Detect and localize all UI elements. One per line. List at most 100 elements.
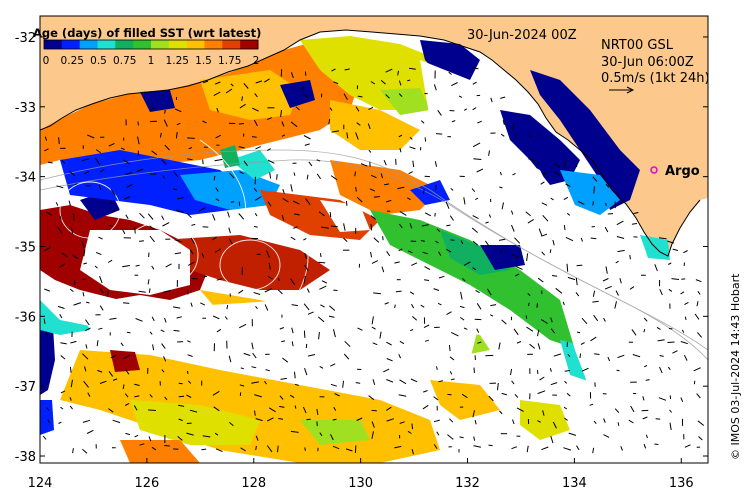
current-vector bbox=[488, 395, 494, 402]
colorbar-tick-label: 1.25 bbox=[166, 55, 189, 67]
current-vector bbox=[564, 370, 571, 372]
current-vector bbox=[526, 253, 529, 261]
current-vector bbox=[605, 202, 607, 207]
current-vector bbox=[126, 184, 133, 189]
current-vector bbox=[526, 445, 529, 453]
current-vector bbox=[680, 341, 688, 345]
current-vector bbox=[281, 214, 285, 221]
current-vector bbox=[515, 273, 520, 277]
current-vector bbox=[575, 292, 580, 297]
current-vector bbox=[329, 211, 332, 218]
current-vector bbox=[433, 444, 438, 449]
timestamp: 30-Jun-2024 00Z bbox=[467, 28, 577, 43]
current-vector bbox=[99, 305, 104, 311]
current-vector bbox=[254, 93, 258, 98]
current-vector bbox=[135, 264, 140, 267]
current-vector bbox=[267, 159, 275, 164]
current-vector bbox=[59, 314, 63, 319]
current-vector bbox=[680, 291, 685, 295]
current-vector bbox=[630, 405, 635, 413]
current-vector bbox=[642, 416, 648, 420]
current-vector bbox=[551, 275, 558, 277]
current-vector bbox=[279, 405, 285, 408]
current-vector bbox=[251, 136, 257, 138]
current-vector bbox=[318, 211, 325, 217]
colorbar-cell bbox=[44, 40, 63, 49]
current-vector bbox=[122, 384, 125, 390]
colorbar-tick-label: 0 bbox=[43, 55, 50, 67]
current-vector bbox=[253, 119, 258, 127]
current-vector bbox=[57, 305, 65, 309]
current-vector bbox=[318, 332, 320, 340]
current-vector bbox=[279, 327, 284, 330]
current-vector bbox=[680, 397, 684, 402]
current-vector bbox=[176, 316, 182, 319]
current-vector bbox=[511, 253, 519, 258]
current-vector bbox=[70, 227, 74, 235]
y-tick-label: -32 bbox=[15, 31, 36, 46]
current-vector bbox=[449, 371, 453, 375]
current-vector bbox=[227, 211, 230, 218]
current-vector bbox=[214, 81, 221, 85]
current-vector bbox=[450, 331, 459, 337]
current-vector bbox=[44, 148, 49, 152]
current-vector bbox=[459, 305, 465, 309]
current-vector bbox=[328, 119, 331, 125]
current-vector bbox=[230, 201, 235, 203]
current-vector bbox=[499, 410, 503, 415]
credit-text: © IMOS 03-Jul-2024 14:43 Hobart bbox=[729, 273, 742, 460]
current-vector bbox=[409, 137, 413, 140]
current-vector bbox=[72, 448, 74, 454]
current-vector bbox=[373, 196, 380, 198]
current-vector bbox=[410, 378, 418, 383]
axis-ticks bbox=[39, 36, 708, 463]
current-vector bbox=[306, 174, 309, 180]
current-vector bbox=[187, 354, 193, 357]
current-vector bbox=[45, 211, 53, 216]
current-vector bbox=[215, 134, 222, 139]
current-vector bbox=[164, 109, 166, 114]
colorbar-cell bbox=[97, 40, 116, 49]
current-vector bbox=[593, 420, 597, 425]
current-vector bbox=[460, 316, 465, 321]
current-vector bbox=[95, 251, 102, 256]
current-vector bbox=[541, 251, 546, 256]
current-vector bbox=[552, 421, 557, 429]
current-vector bbox=[212, 390, 220, 396]
current-vector bbox=[577, 200, 585, 205]
current-vector bbox=[436, 366, 438, 370]
current-vector bbox=[304, 253, 307, 260]
current-vector bbox=[108, 142, 115, 147]
current-vector bbox=[83, 380, 89, 388]
current-vector bbox=[550, 436, 554, 444]
current-vector bbox=[407, 197, 411, 201]
current-vector bbox=[371, 421, 375, 428]
vector-scale-label: 0.5m/s (1kt 24h) bbox=[601, 71, 710, 86]
current-vector bbox=[174, 252, 182, 255]
current-vector bbox=[306, 418, 311, 421]
current-vector bbox=[373, 237, 380, 243]
current-vector bbox=[514, 237, 521, 244]
current-vector bbox=[620, 446, 623, 451]
current-vector bbox=[407, 430, 412, 434]
current-vector bbox=[575, 277, 578, 286]
current-vector bbox=[370, 174, 377, 179]
current-vector bbox=[333, 406, 337, 411]
current-vector bbox=[450, 378, 455, 381]
current-vector bbox=[575, 162, 578, 167]
current-vector bbox=[239, 103, 246, 109]
current-vector bbox=[356, 196, 363, 203]
current-vector bbox=[329, 305, 336, 311]
current-vector bbox=[593, 314, 599, 322]
current-vector bbox=[451, 120, 456, 123]
current-vector bbox=[304, 368, 308, 376]
current-vector bbox=[386, 358, 393, 362]
current-vector bbox=[163, 356, 167, 362]
current-vector bbox=[149, 394, 153, 398]
current-vector bbox=[398, 394, 407, 397]
current-vector bbox=[657, 339, 665, 342]
current-vector bbox=[590, 237, 597, 240]
current-vector bbox=[290, 121, 298, 128]
current-vector bbox=[291, 341, 294, 347]
current-vector bbox=[461, 277, 466, 282]
